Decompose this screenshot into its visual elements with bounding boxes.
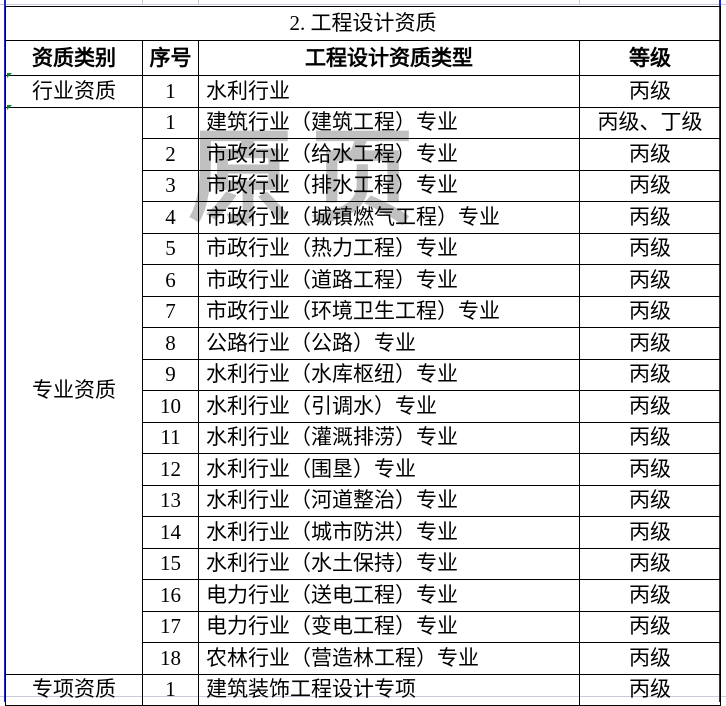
qualification-grade-cell: 丙级 (579, 232, 721, 265)
sheet-gridline-vertical (198, 0, 199, 5)
qualification-type-cell: 市政行业（城镇燃气工程）专业 (198, 201, 580, 234)
row-index-cell: 2 (142, 138, 199, 171)
row-index-cell: 8 (142, 327, 199, 360)
engineering-design-qualification-table: 2. 工程设计资质 资质类别 序号 工程设计资质类型 等级 行业资质 1 水利行业 丙级 专业资质… (5, 6, 721, 706)
table-row: 18 农林行业（营造林工程）专业 丙级 (6, 642, 721, 675)
column-header-category: 资质类别 (5, 40, 143, 76)
table-row: 行业资质 1 水利行业 丙级 (5, 75, 721, 108)
qualification-type-cell: 建筑装饰工程设计专项 (198, 673, 580, 706)
column-header-index: 序号 (142, 40, 199, 76)
qualification-type-cell: 市政行业（给水工程）专业 (198, 138, 580, 171)
sheet-gridline-vertical (142, 0, 143, 5)
row-index-cell: 3 (142, 169, 199, 202)
table-row: 专业资质 1 建筑行业（建筑工程）专业 丙级、丁级 (5, 106, 721, 675)
qualification-type-cell: 水利行业（河道整治）专业 (198, 484, 580, 517)
qualification-type-cell: 水利行业（引调水）专业 (198, 390, 580, 423)
row-index-cell: 5 (142, 232, 199, 265)
row-index-cell: 13 (142, 484, 199, 517)
qualification-type-cell: 农林行业（营造林工程）专业 (198, 642, 580, 675)
qualification-type-cell: 电力行业（变电工程）专业 (198, 610, 580, 643)
table-row: 8 公路行业（公路）专业 丙级 (6, 327, 721, 360)
qualification-grade-cell: 丙级 (579, 642, 721, 675)
row-index-cell: 7 (142, 295, 199, 328)
qualification-grade-cell: 丙级 (579, 547, 721, 580)
table-title-row: 2. 工程设计资质 (5, 6, 721, 41)
qualification-grade-cell: 丙级 (579, 264, 721, 297)
table-row: 专项资质 1 建筑装饰工程设计专项 丙级 (5, 673, 721, 706)
row-index-cell: 1 (142, 673, 199, 706)
table-row: 4 市政行业（城镇燃气工程）专业 丙级 (6, 201, 721, 234)
row-index-cell: 18 (142, 642, 199, 675)
page-title: 2. 工程设计资质 (5, 6, 721, 41)
row-index-cell: 14 (142, 516, 199, 549)
qualification-category-cell: 专业资质 (5, 106, 143, 675)
qualification-category-cell: 专项资质 (5, 673, 143, 706)
qualification-type-cell: 建筑行业（建筑工程）专业 (198, 106, 580, 139)
qualification-grade-cell: 丙级 (579, 75, 721, 108)
qualification-type-cell: 水利行业 (198, 75, 580, 108)
row-index-cell: 15 (142, 547, 199, 580)
qualification-grade-cell: 丙级、丁级 (579, 106, 721, 139)
qualification-grade-cell: 丙级 (579, 673, 721, 706)
cell-error-indicator-icon (7, 105, 12, 110)
qualification-category-cell: 行业资质 (5, 75, 143, 108)
qualification-grade-cell: 丙级 (579, 138, 721, 171)
qualification-type-cell: 水利行业（水库枢纽）专业 (198, 358, 580, 391)
table-row: 9 水利行业（水库枢纽）专业 丙级 (6, 358, 721, 391)
qualification-type-cell: 市政行业（排水工程）专业 (198, 169, 580, 202)
qualification-type-cell: 市政行业（热力工程）专业 (198, 232, 580, 265)
table-row: 10 水利行业（引调水）专业 丙级 (6, 390, 721, 423)
table-header-row: 资质类别 序号 工程设计资质类型 等级 (5, 40, 721, 76)
table-row: 12 水利行业（围垦）专业 丙级 (6, 453, 721, 486)
qualification-type-cell: 电力行业（送电工程）专业 (198, 579, 580, 612)
qualification-grade-cell: 丙级 (579, 169, 721, 202)
qualification-grade-cell: 丙级 (579, 390, 721, 423)
qualification-grade-cell: 丙级 (579, 327, 721, 360)
table-row: 14 水利行业（城市防洪）专业 丙级 (6, 516, 721, 549)
qualification-grade-cell: 丙级 (579, 295, 721, 328)
qualification-grade-cell: 丙级 (579, 484, 721, 517)
sheet-gridline-vertical (579, 0, 580, 5)
qualification-grade-cell: 丙级 (579, 201, 721, 234)
table-row: 13 水利行业（河道整治）专业 丙级 (6, 484, 721, 517)
sheet-gridline-horizontal (0, 4, 726, 5)
qualification-type-cell: 公路行业（公路）专业 (198, 327, 580, 360)
qualification-grade-cell: 丙级 (579, 610, 721, 643)
row-index-cell: 4 (142, 201, 199, 234)
table-row: 2 市政行业（给水工程）专业 丙级 (6, 138, 721, 171)
qualification-grade-cell: 丙级 (579, 516, 721, 549)
column-header-grade: 等级 (579, 40, 721, 76)
cell-error-indicator-icon (7, 73, 12, 78)
qualification-grade-cell: 丙级 (579, 358, 721, 391)
row-index-cell: 1 (142, 75, 199, 108)
row-index-cell: 16 (142, 579, 199, 612)
row-index-cell: 17 (142, 610, 199, 643)
qualification-type-cell: 市政行业（道路工程）专业 (198, 264, 580, 297)
row-index-cell: 10 (142, 390, 199, 423)
row-index-cell: 12 (142, 453, 199, 486)
table-row: 5 市政行业（热力工程）专业 丙级 (6, 232, 721, 265)
row-index-cell: 6 (142, 264, 199, 297)
row-index-cell: 1 (142, 106, 199, 139)
table-row: 6 市政行业（道路工程）专业 丙级 (6, 264, 721, 297)
qualification-type-cell: 水利行业（城市防洪）专业 (198, 516, 580, 549)
qualification-type-cell: 水利行业（围垦）专业 (198, 453, 580, 486)
qualification-grade-cell: 丙级 (579, 579, 721, 612)
table-row: 15 水利行业（水土保持）专业 丙级 (6, 547, 721, 580)
table-row: 3 市政行业（排水工程）专业 丙级 (6, 169, 721, 202)
qualification-table-container: 2. 工程设计资质 资质类别 序号 工程设计资质类型 等级 行业资质 1 水利行业 丙级 专业资质… (5, 6, 721, 706)
table-row: 17 电力行业（变电工程）专业 丙级 (6, 610, 721, 643)
qualification-type-cell: 水利行业（灌溉排涝）专业 (198, 421, 580, 454)
row-index-cell: 9 (142, 358, 199, 391)
row-index-cell: 11 (142, 421, 199, 454)
qualification-grade-cell: 丙级 (579, 421, 721, 454)
qualification-grade-cell: 丙级 (579, 453, 721, 486)
column-header-type: 工程设计资质类型 (198, 40, 580, 76)
qualification-type-cell: 水利行业（水土保持）专业 (198, 547, 580, 580)
qualification-type-cell: 市政行业（环境卫生工程）专业 (198, 295, 580, 328)
table-row: 7 市政行业（环境卫生工程）专业 丙级 (6, 295, 721, 328)
